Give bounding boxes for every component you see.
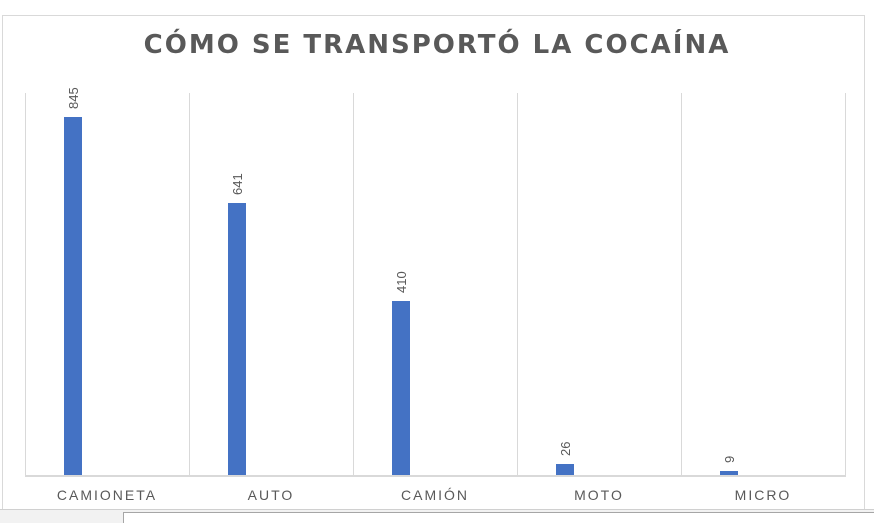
grid-line — [189, 93, 190, 475]
bar-auto — [228, 203, 246, 475]
data-label: 410 — [394, 271, 409, 293]
category-label: CAMIÓN — [401, 487, 469, 503]
category-label: CAMIONETA — [56, 487, 158, 503]
data-label: 26 — [558, 441, 573, 456]
category-label: MICRO — [734, 487, 792, 503]
plot-area: 845 641 410 26 9 — [25, 87, 846, 477]
category-label: MOTO — [574, 487, 624, 503]
bar-camión — [392, 301, 410, 475]
sheet-cell-area — [123, 512, 874, 523]
category-label: AUTO — [247, 487, 295, 503]
grid-line — [681, 93, 682, 475]
grid-line — [353, 93, 354, 475]
grid-line — [517, 93, 518, 475]
bar-moto — [556, 464, 574, 475]
bar-micro — [720, 471, 738, 475]
grid-line — [845, 93, 846, 475]
data-label: 845 — [66, 87, 81, 109]
data-label: 641 — [230, 173, 245, 195]
data-label: 9 — [722, 455, 737, 463]
grid-line — [25, 93, 26, 475]
chart-frame — [2, 15, 865, 509]
bar-camioneta — [64, 117, 82, 475]
x-axis-line — [25, 475, 846, 477]
chart-title: CÓMO SE TRANSPORTÓ LA COCAÍNA — [143, 30, 731, 60]
